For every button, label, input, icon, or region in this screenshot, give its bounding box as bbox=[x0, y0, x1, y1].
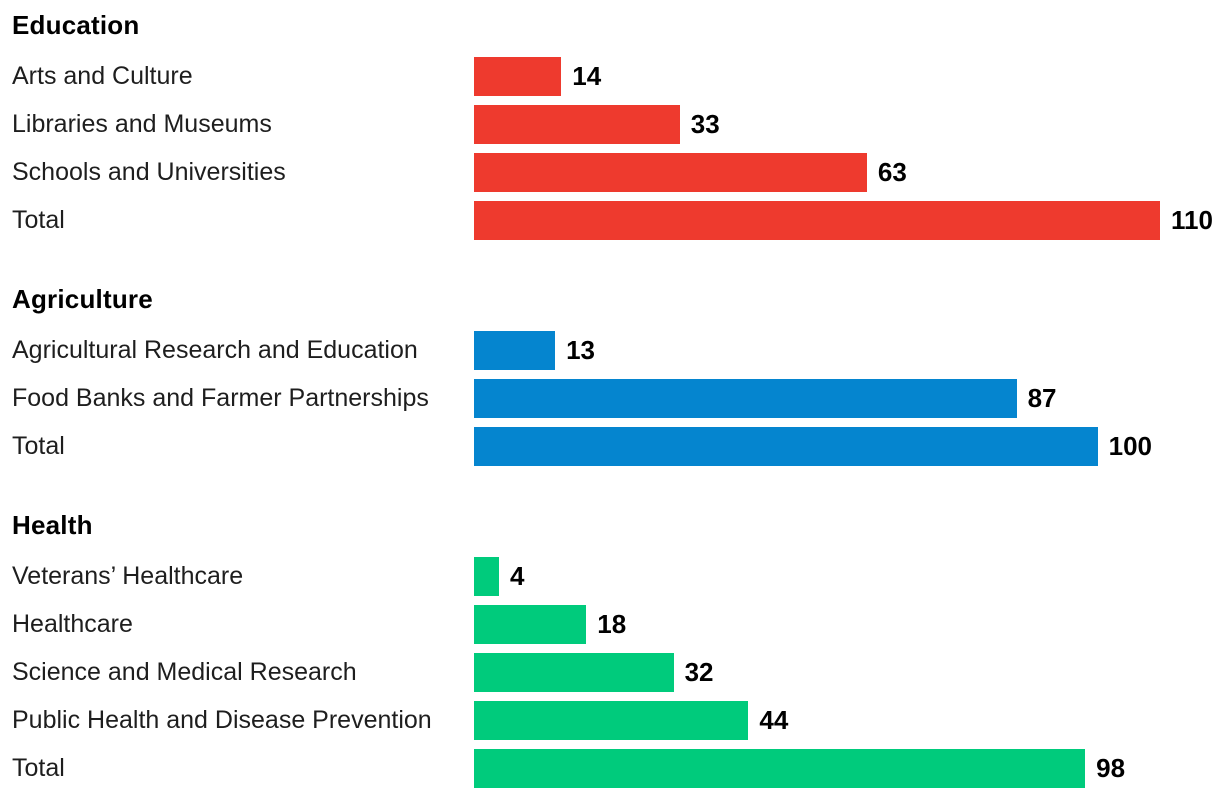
bar-row: Agricultural Research and Education 13 bbox=[12, 326, 1208, 374]
bar-row: Total 110 bbox=[12, 196, 1213, 244]
category-label: Libraries and Museums bbox=[12, 109, 272, 138]
value-label: 98 bbox=[1096, 752, 1126, 783]
category-label: Veterans’ Healthcare bbox=[12, 561, 244, 590]
bar-row: Veterans’ Healthcare 4 bbox=[12, 552, 1208, 600]
category-label: Total bbox=[12, 205, 65, 234]
bar-area: 33 bbox=[474, 100, 1208, 148]
chart-section-agriculture: Agriculture Agricultural Research and Edu… bbox=[12, 284, 1208, 470]
category-label: Science and Medical Research bbox=[12, 657, 357, 686]
value-bar bbox=[474, 426, 1098, 466]
bar-row: Total 98 bbox=[12, 744, 1208, 792]
bar-area: 4 bbox=[474, 552, 1208, 600]
category-label: Arts and Culture bbox=[12, 61, 193, 90]
value-label: 110 bbox=[1171, 204, 1213, 235]
value-bar bbox=[474, 604, 587, 644]
bar-row: Science and Medical Research 32 bbox=[12, 648, 1208, 696]
category-label: Agricultural Research and Education bbox=[12, 335, 418, 364]
category-label: Public Health and Disease Prevention bbox=[12, 705, 432, 734]
value-bar bbox=[474, 700, 749, 740]
value-bar bbox=[474, 330, 556, 370]
value-label: 32 bbox=[684, 656, 714, 687]
value-label: 13 bbox=[566, 334, 595, 365]
category-label: Food Banks and Farmer Partnerships bbox=[12, 383, 429, 412]
value-label: 87 bbox=[1027, 382, 1057, 413]
value-bar bbox=[474, 556, 499, 596]
bar-area: 13 bbox=[474, 326, 1208, 374]
value-bar bbox=[474, 152, 867, 192]
chart-section-health: Health Veterans’ Healthcare 4 Healthcare 18 S… bbox=[12, 510, 1208, 792]
bar-area: 100 bbox=[474, 422, 1208, 470]
value-bar bbox=[474, 652, 674, 692]
bar-area: 14 bbox=[474, 52, 1208, 100]
value-label: 44 bbox=[759, 704, 789, 735]
value-bar bbox=[474, 200, 1160, 240]
bar-area: 87 bbox=[474, 374, 1208, 422]
category-label: Schools and Universities bbox=[12, 157, 286, 186]
section-title: Health bbox=[12, 510, 93, 540]
value-bar bbox=[474, 378, 1017, 418]
bar-row: Arts and Culture 14 bbox=[12, 52, 1208, 100]
bar-row: Schools and Universities 63 bbox=[12, 148, 1208, 196]
value-label: 4 bbox=[509, 560, 525, 591]
value-label: 100 bbox=[1108, 430, 1153, 461]
section-title: Education bbox=[12, 10, 140, 40]
bar-area: 32 bbox=[474, 648, 1208, 696]
value-bar bbox=[474, 56, 562, 96]
category-label: Healthcare bbox=[12, 609, 133, 638]
value-bar bbox=[474, 104, 680, 144]
value-label: 14 bbox=[572, 60, 602, 91]
category-label: Total bbox=[12, 753, 65, 782]
bar-area: 98 bbox=[474, 744, 1208, 792]
bar-area: 63 bbox=[474, 148, 1208, 196]
chart-section-education: Education Arts and Culture 14 Libraries and… bbox=[12, 10, 1213, 244]
bar-row: Libraries and Museums 33 bbox=[12, 100, 1208, 148]
bar-row: Food Banks and Farmer Partnerships 87 bbox=[12, 374, 1208, 422]
bar-row: Total 100 bbox=[12, 422, 1208, 470]
section-title: Agriculture bbox=[12, 284, 153, 314]
bar-area: 44 bbox=[474, 696, 1208, 744]
category-label: Total bbox=[12, 431, 65, 460]
bar-row: Healthcare 18 bbox=[12, 600, 1208, 648]
value-label: 18 bbox=[597, 608, 627, 639]
bar-area: 110 bbox=[474, 196, 1213, 244]
value-label: 63 bbox=[877, 156, 907, 187]
bar-area: 18 bbox=[474, 600, 1208, 648]
value-label: 33 bbox=[690, 108, 720, 139]
value-bar bbox=[474, 748, 1086, 788]
bar-row: Public Health and Disease Prevention 44 bbox=[12, 696, 1208, 744]
